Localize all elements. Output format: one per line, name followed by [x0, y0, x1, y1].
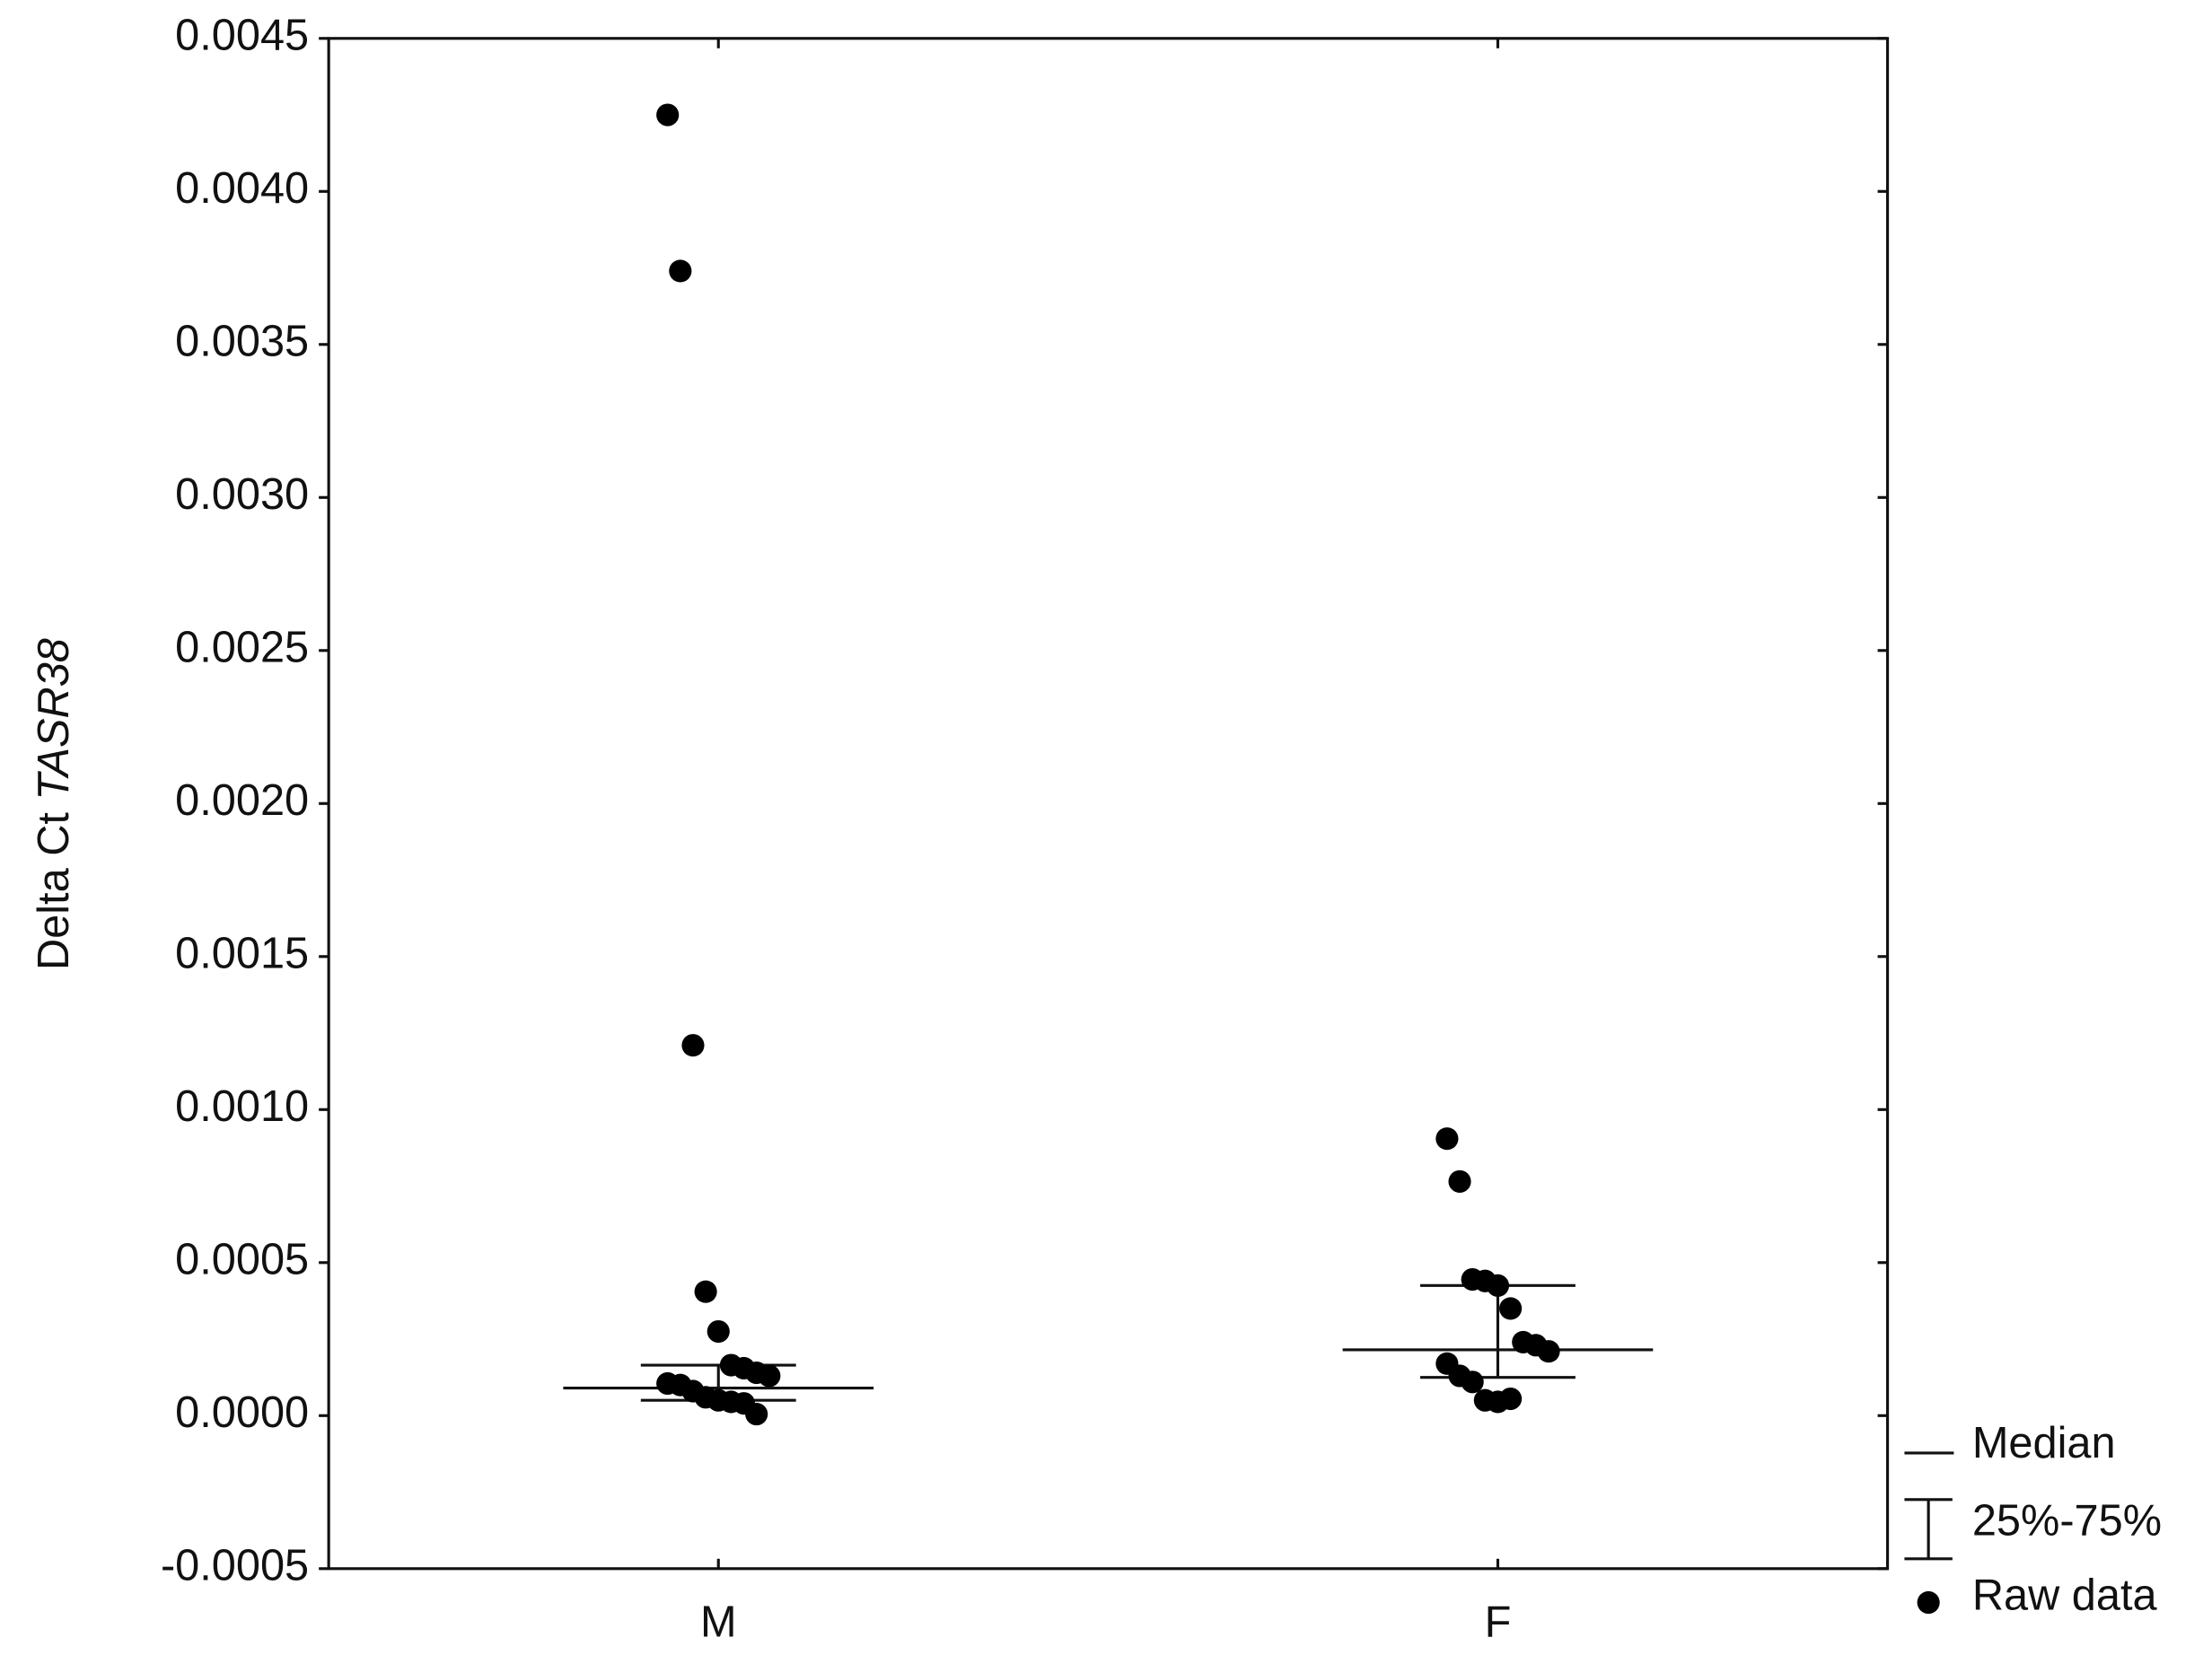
y-tick-label: 0.0005	[175, 1236, 309, 1284]
raw-point	[1448, 1169, 1471, 1193]
y-tick-label: 0.0020	[175, 776, 309, 825]
y-tick-label: 0.0030	[175, 470, 309, 519]
plot-frame	[327, 37, 1890, 1571]
y-tick-label: 0.0035	[175, 318, 309, 366]
y-tick-label: 0.0025	[175, 624, 309, 672]
x-tick-label: F	[1485, 1598, 1512, 1647]
y-label-text: Delta Ct	[30, 801, 78, 970]
raw-point	[707, 1319, 730, 1344]
y-tick-label: 0.0000	[175, 1388, 309, 1437]
y-tick-label: -0.0005	[161, 1542, 309, 1590]
raw-point	[745, 1403, 768, 1426]
raw-point	[681, 1034, 705, 1057]
x-tick-label: M	[700, 1598, 737, 1647]
raw-point	[1499, 1297, 1523, 1320]
legend-dot	[1917, 1590, 1940, 1615]
raw-point	[1435, 1127, 1459, 1151]
raw-point	[1537, 1340, 1560, 1363]
raw-point	[1499, 1387, 1523, 1411]
y-tick-label: 0.0045	[175, 12, 309, 60]
raw-point	[694, 1280, 717, 1303]
legend-label: Raw data	[1972, 1572, 2158, 1620]
y-label-gene: TASR38	[30, 638, 78, 800]
raw-point	[656, 103, 680, 127]
raw-point	[758, 1364, 781, 1388]
raw-point	[1461, 1370, 1484, 1394]
y-axis-label: Delta Ct TASR38	[30, 638, 78, 970]
y-tick-label: 0.0040	[175, 164, 309, 213]
legend-label: Median	[1972, 1419, 2116, 1467]
legend-label: 25%-75%	[1972, 1496, 2162, 1545]
raw-point	[1486, 1274, 1510, 1297]
y-tick-label: 0.0010	[175, 1082, 309, 1131]
raw-point	[669, 259, 692, 283]
y-tick-label: 0.0015	[175, 930, 309, 978]
